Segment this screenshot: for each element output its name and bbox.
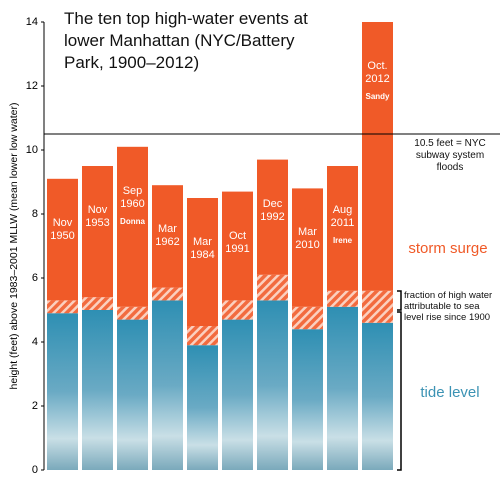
y-tick-label: 6 bbox=[32, 272, 38, 284]
bar-segment bbox=[187, 326, 218, 346]
bar-segment bbox=[47, 178, 78, 301]
bar-segment bbox=[222, 300, 253, 320]
bar-label: Mar 1984 bbox=[183, 236, 222, 262]
bar-label: Nov 1950 bbox=[43, 217, 82, 243]
bar-label: Mar 2010 bbox=[288, 226, 327, 252]
bar-segment bbox=[47, 313, 78, 470]
bar-segment bbox=[327, 306, 358, 470]
bar-segment bbox=[292, 306, 323, 330]
bar-label: Oct 1991 bbox=[218, 230, 257, 256]
bar-segment bbox=[257, 300, 288, 470]
bar-segment bbox=[82, 166, 113, 298]
bar-segment bbox=[117, 319, 148, 470]
bar-label: Sep 1960 Donna bbox=[113, 185, 152, 226]
bar-label: Dec 1992 bbox=[253, 198, 292, 224]
y-tick-label: 4 bbox=[32, 336, 38, 348]
bar-label: Mar 1962 bbox=[148, 223, 187, 249]
bar-segment bbox=[362, 322, 393, 470]
category-label: Nov 1953 bbox=[85, 204, 110, 229]
bar-segment bbox=[187, 198, 218, 326]
bar-segment bbox=[222, 319, 253, 470]
storm-name: Donna bbox=[120, 216, 145, 226]
bar-segment bbox=[152, 300, 183, 470]
y-tick-label: 12 bbox=[26, 80, 38, 92]
legend-entry: tide level bbox=[420, 384, 480, 401]
bar-segment bbox=[82, 310, 113, 470]
bar-segment bbox=[257, 274, 288, 301]
legend-entry: fraction of high water attributable to s… bbox=[404, 290, 493, 323]
bar-segment bbox=[47, 300, 78, 314]
bar-segment bbox=[82, 297, 113, 310]
bar-segment bbox=[257, 159, 288, 275]
category-label: Mar 1984 bbox=[190, 236, 215, 261]
bar-segment bbox=[187, 345, 218, 470]
y-axis-label: height (feet) above 1983–2001 MLLW (mean… bbox=[8, 103, 20, 390]
chart-title: The ten top high-water events at lower M… bbox=[64, 9, 308, 72]
bar-segment bbox=[152, 287, 183, 301]
category-label: Oct 1991 bbox=[225, 229, 250, 255]
brackets bbox=[397, 290, 402, 471]
y-tick-label: 14 bbox=[26, 16, 38, 28]
bar-segment bbox=[292, 188, 323, 307]
storm-name: Sandy bbox=[365, 92, 390, 101]
bar-segment bbox=[292, 329, 323, 470]
bar-label: Aug 2011 Irene bbox=[323, 204, 362, 245]
category-label: Mar 1962 bbox=[155, 223, 180, 249]
reference-label: 10.5 feet = NYC subway system floods bbox=[414, 138, 486, 173]
bar-label: Nov 1953 bbox=[78, 204, 117, 230]
category-label: Dec 1992 bbox=[260, 197, 285, 223]
y-tick-label: 10 bbox=[26, 144, 38, 156]
bar-segment bbox=[362, 22, 393, 291]
category-label: Sep 1960 bbox=[120, 184, 145, 210]
legend-entry: storm surge bbox=[408, 240, 488, 257]
bar-segment bbox=[117, 306, 148, 320]
category-label: Mar 2010 bbox=[295, 226, 320, 252]
bar-segment bbox=[327, 166, 358, 291]
category-label: Aug 2011 bbox=[330, 204, 355, 229]
bar-segment bbox=[362, 290, 393, 323]
bar-segment bbox=[222, 191, 253, 301]
storm-name: Irene bbox=[332, 236, 353, 245]
bar-segment bbox=[152, 185, 183, 288]
category-label: Nov 1950 bbox=[50, 216, 75, 242]
bar-label: Oct. 2012 Sandy bbox=[358, 60, 397, 101]
category-label: Oct. 2012 bbox=[365, 60, 390, 85]
bar-segment bbox=[117, 146, 148, 307]
bar-segment bbox=[327, 290, 358, 307]
y-tick-label: 2 bbox=[32, 400, 38, 412]
y-tick-label: 8 bbox=[32, 208, 38, 220]
y-tick-label: 0 bbox=[32, 464, 38, 476]
